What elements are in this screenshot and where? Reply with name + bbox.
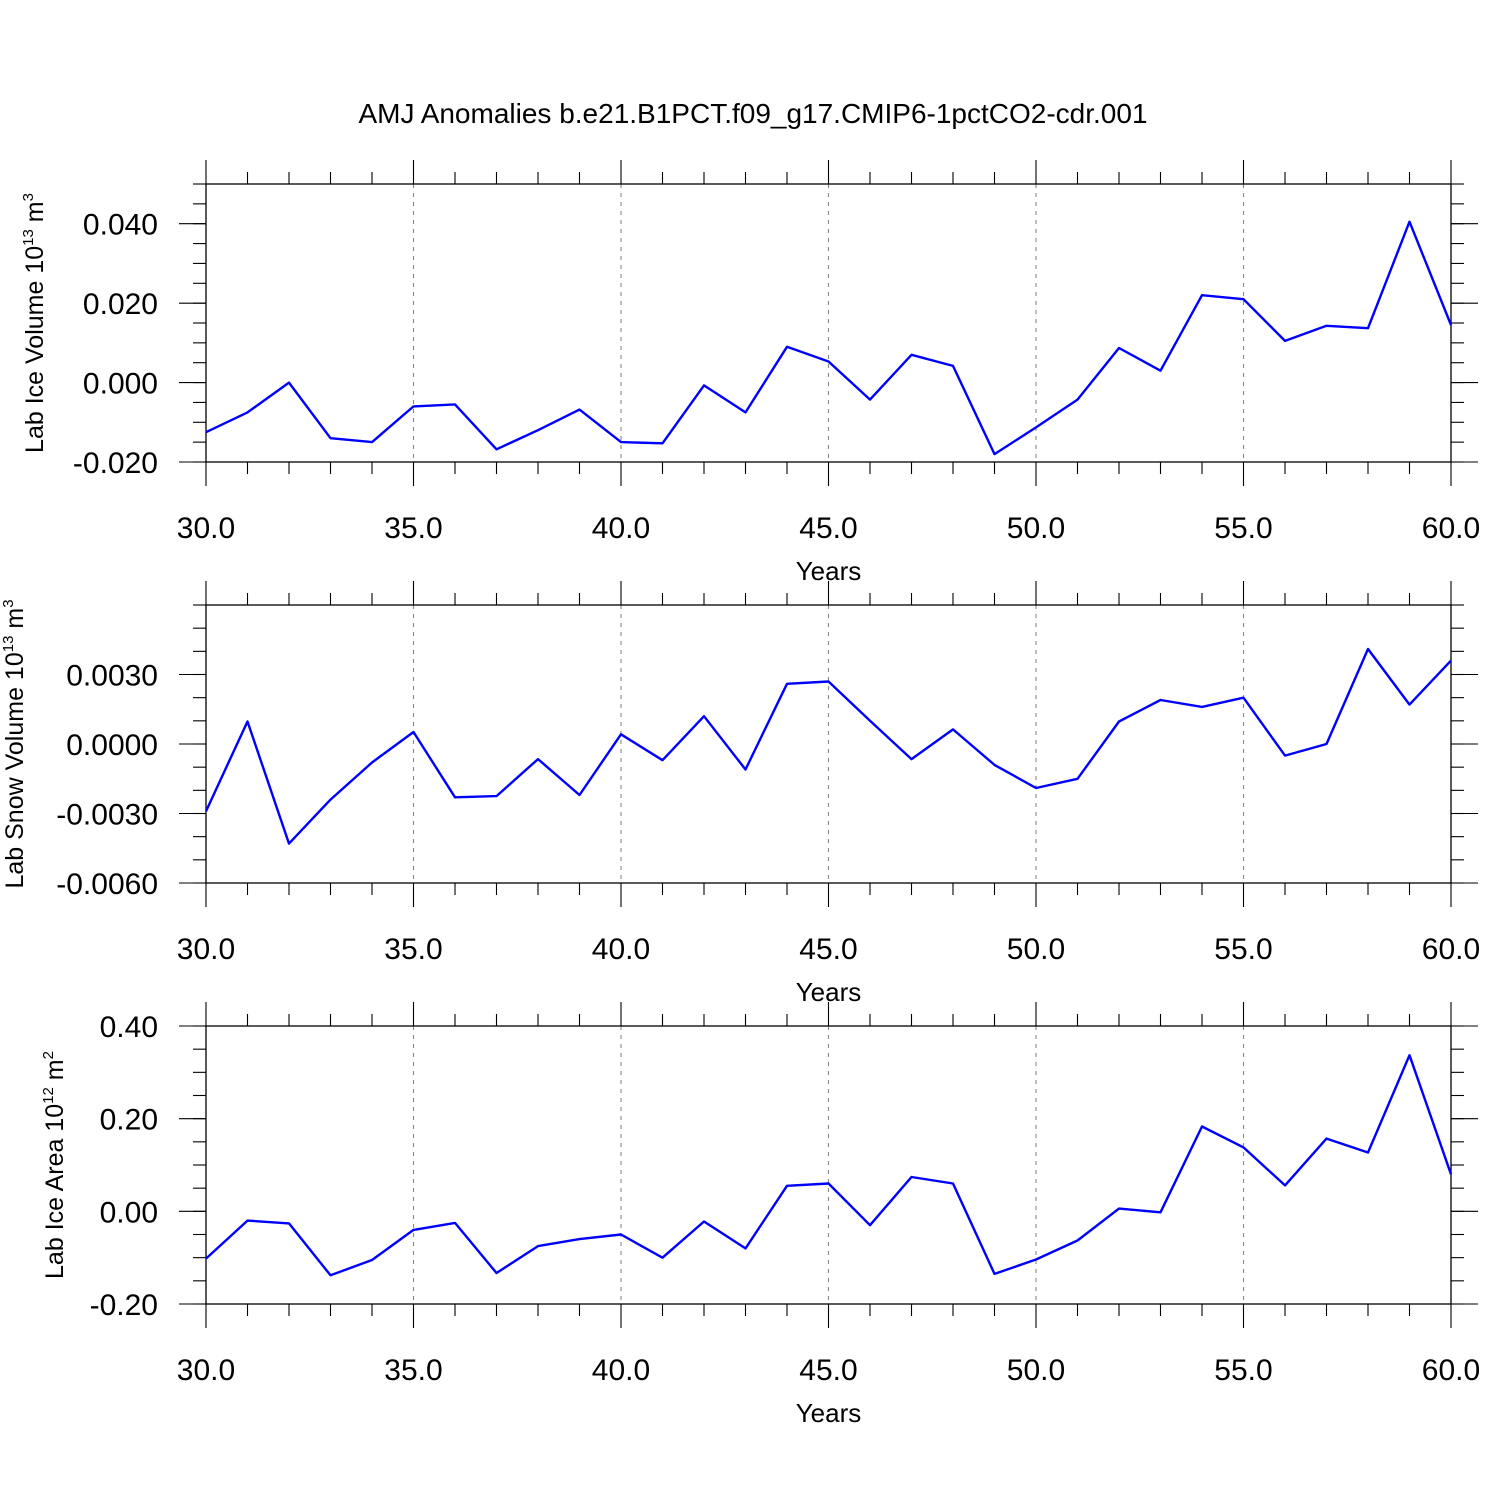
- y-tick-label: 0.000: [83, 368, 158, 401]
- panel-lab-ice-area: -0.20 0.00 0.20 0.40 30.0 35.0 40.0 45.0 50.0 55.…: [40, 1002, 1480, 1428]
- y-axis-label-part: m: [41, 1059, 69, 1087]
- x-tick-label: 40.0: [592, 1354, 650, 1387]
- y-tick-label: 0.0030: [66, 660, 158, 693]
- y-axis-label: Lab Ice Volume 1013 m3: [20, 193, 49, 453]
- y-tick-label: 0.040: [83, 209, 158, 242]
- y-tick-label: 0.20: [100, 1104, 158, 1137]
- x-tick-label: 45.0: [799, 933, 857, 966]
- y-tick-label: 0.020: [83, 288, 158, 321]
- x-axis-label: Years: [796, 1398, 862, 1428]
- panel-lab-ice-volume: -0.020 0.000 0.020 0.040 30.0 35.0 40.0 45.0 50.…: [20, 160, 1480, 586]
- x-tick-label: 45.0: [799, 512, 857, 545]
- y-tick-label: -0.0060: [56, 868, 158, 901]
- x-tick-label: 35.0: [384, 512, 442, 545]
- y-tick-label: -0.20: [90, 1289, 158, 1322]
- y-axis-label-superscript: 13: [0, 636, 17, 653]
- y-axis-label-superscript: 12: [40, 1087, 57, 1104]
- x-tick-label: 35.0: [384, 933, 442, 966]
- y-axis-label-superscript: 3: [0, 599, 17, 607]
- y-axis-label-part: Lab Snow Volume 10: [1, 652, 29, 888]
- x-tick-label: 50.0: [1007, 933, 1065, 966]
- x-tick-label: 55.0: [1214, 933, 1272, 966]
- chart-title: AMJ Anomalies b.e21.B1PCT.f09_g17.CMIP6-…: [358, 98, 1147, 129]
- x-tick-label: 30.0: [177, 1354, 235, 1387]
- x-tick-label: 55.0: [1214, 1354, 1272, 1387]
- y-tick-label: -0.0030: [56, 799, 158, 832]
- x-tick-label: 60.0: [1422, 1354, 1480, 1387]
- x-tick-label: 35.0: [384, 1354, 442, 1387]
- x-tick-label: 60.0: [1422, 933, 1480, 966]
- x-tick-label: 40.0: [592, 512, 650, 545]
- y-tick-label: 0.00: [100, 1196, 158, 1229]
- y-tick-label: 0.0000: [66, 729, 158, 762]
- x-tick-label: 45.0: [799, 1354, 857, 1387]
- y-axis-label-part: m: [21, 201, 49, 229]
- y-tick-label: 0.40: [100, 1011, 158, 1044]
- y-axis-label-part: Lab Ice Volume 10: [21, 246, 49, 453]
- x-tick-label: 30.0: [177, 933, 235, 966]
- x-tick-label: 60.0: [1422, 512, 1480, 545]
- y-axis-label-part: Lab Ice Area 10: [41, 1104, 69, 1279]
- x-tick-label: 40.0: [592, 933, 650, 966]
- y-axis-label-part: m: [1, 608, 29, 636]
- x-tick-label: 50.0: [1007, 1354, 1065, 1387]
- panel-lab-snow-volume: -0.0060 -0.0030 0.0000 0.0030 30.0 35.0 40.0 45…: [0, 581, 1480, 1007]
- x-tick-label: 50.0: [1007, 512, 1065, 545]
- y-axis-label: Lab Snow Volume 1013 m3: [0, 599, 29, 888]
- y-axis-label-superscript: 3: [20, 193, 37, 201]
- x-tick-label: 55.0: [1214, 512, 1272, 545]
- y-axis-label: Lab Ice Area 1012 m2: [40, 1051, 69, 1279]
- y-axis-label-superscript: 13: [20, 229, 37, 246]
- y-axis-label-superscript: 2: [40, 1051, 57, 1059]
- y-tick-label: -0.020: [73, 447, 158, 480]
- x-tick-label: 30.0: [177, 512, 235, 545]
